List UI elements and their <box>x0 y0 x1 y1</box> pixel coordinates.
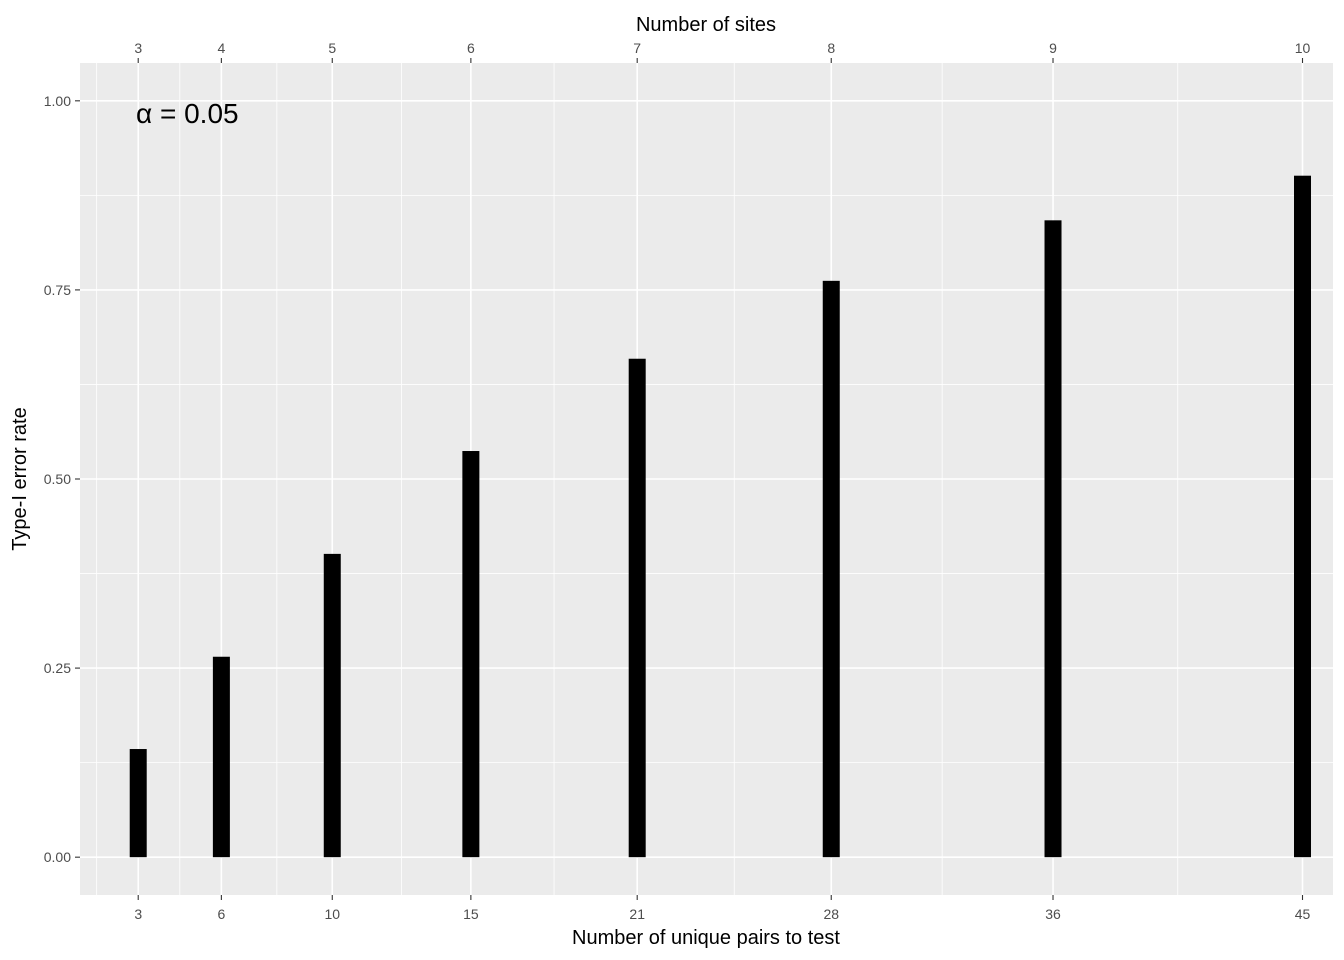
x2-tick-labels: 3 4 5 6 7 8 9 10 <box>134 40 1310 56</box>
x-tick-label: 21 <box>629 906 645 922</box>
bar-28 <box>822 280 840 858</box>
y-tick-label: 1.00 <box>44 93 71 109</box>
y-tick-label: 0.25 <box>44 660 71 676</box>
y-tick-labels: 0.00 0.25 0.50 0.75 1.00 <box>44 93 71 865</box>
x-tick-label: 10 <box>324 906 340 922</box>
x-tick-label: 36 <box>1045 906 1061 922</box>
x2-tick-label: 8 <box>827 40 835 56</box>
bar-21 <box>628 358 646 858</box>
x2-tick-label: 3 <box>134 40 142 56</box>
x-axis-title: Number of unique pairs to test <box>572 927 840 949</box>
x-tick-label: 15 <box>463 906 479 922</box>
x-tick-label: 45 <box>1295 906 1311 922</box>
bars <box>129 175 1312 858</box>
x-tick-label: 3 <box>134 906 142 922</box>
x-tick-labels: 3 6 10 15 21 28 36 45 <box>134 906 1310 922</box>
x2-tick-label: 6 <box>467 40 475 56</box>
x2-tick-label: 5 <box>328 40 336 56</box>
bar-45 <box>1294 175 1312 858</box>
x2-axis-title: Number of sites <box>636 14 776 36</box>
x2-tick-label: 9 <box>1049 40 1057 56</box>
y-axis-title: Type-I error rate <box>9 407 31 550</box>
y-tick-label: 0.50 <box>44 471 71 487</box>
y-tick-label: 0.75 <box>44 282 71 298</box>
bar-6 <box>212 656 230 858</box>
bar-15 <box>462 451 480 858</box>
x-tick-label: 6 <box>217 906 225 922</box>
x2-tick-label: 4 <box>217 40 225 56</box>
bar-3 <box>129 749 147 858</box>
alpha-annotation: α = 0.05 <box>136 98 239 129</box>
y-tick-label: 0.00 <box>44 849 71 865</box>
x2-tick-label: 10 <box>1295 40 1311 56</box>
x-tick-label: 28 <box>823 906 839 922</box>
axis-ticks <box>75 58 1304 900</box>
x2-tick-label: 7 <box>633 40 641 56</box>
bar-36 <box>1044 220 1062 858</box>
bar-10 <box>323 553 341 858</box>
